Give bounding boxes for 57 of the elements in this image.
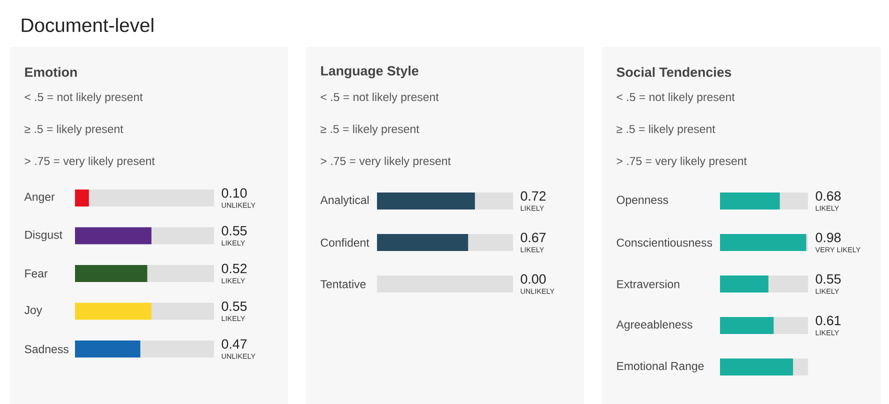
y-tick-label: Joy <box>24 306 42 316</box>
bar <box>75 190 89 206</box>
y-tick-label: Tentative <box>320 280 366 288</box>
data-label: 0.55 <box>816 274 841 284</box>
data-label: 0.68 <box>816 191 841 201</box>
y-tick-label: Fear <box>25 270 48 278</box>
y-tick-label: Confident <box>320 238 370 247</box>
bar <box>75 227 152 244</box>
text: > .75 = very likely present <box>320 156 451 168</box>
text: < .5 = not likely present <box>320 92 439 104</box>
text: < .5 = not likely present <box>616 92 735 104</box>
bar <box>88 190 214 206</box>
text: > .75 = very likely present <box>24 156 155 168</box>
y-tick-label: Emotional Range <box>617 362 704 372</box>
bar <box>780 192 808 210</box>
bar <box>75 340 140 358</box>
data-label: 0.10 <box>222 188 247 198</box>
data-label: 0.98 <box>816 232 841 242</box>
bar <box>147 265 214 282</box>
chart-title: Emotion <box>25 67 77 77</box>
bar <box>75 302 152 320</box>
bar <box>140 340 214 358</box>
bar <box>720 192 780 210</box>
y-tick-label: Analytical <box>320 196 369 206</box>
bar <box>774 317 808 334</box>
y-tick-label: Agreeableness <box>616 320 692 331</box>
text: ≥ .5 = likely present <box>320 124 420 136</box>
y-tick-label: Conscientiousness <box>616 238 712 247</box>
text: Document-level <box>22 18 154 32</box>
bar <box>720 234 806 252</box>
data-label: 0.47 <box>222 339 247 349</box>
data-label: 0.55 <box>222 302 247 311</box>
data-label: 0.67 <box>520 232 546 242</box>
data-label: 0.72 <box>520 191 546 201</box>
y-tick-label: Sadness <box>24 344 68 354</box>
bar <box>720 358 794 376</box>
y-tick-label: Openness <box>616 196 668 206</box>
y-tick-label: Disgust <box>25 230 62 242</box>
y-tick-label: Extraversion <box>617 280 680 288</box>
bar <box>768 276 808 292</box>
text: < .5 = not likely present <box>24 92 143 104</box>
bar <box>720 317 774 334</box>
bar <box>720 276 768 292</box>
bar <box>151 227 214 244</box>
data-label: 0.55 <box>222 226 247 236</box>
text: ≥ .5 = likely present <box>616 124 716 136</box>
data-label: 0.61 <box>816 316 841 326</box>
text: > .75 = very likely present <box>616 156 747 168</box>
bar <box>793 358 808 376</box>
data-label: 0.00 <box>520 274 546 284</box>
bar <box>151 302 214 320</box>
y-tick-label: Anger <box>24 192 55 204</box>
text: ≥ .5 = likely present <box>24 124 124 136</box>
chart-title: Language Style <box>321 66 418 78</box>
chart-title: Social Tendencies <box>616 67 732 77</box>
data-label: 0.52 <box>222 264 247 274</box>
bar <box>75 265 148 282</box>
